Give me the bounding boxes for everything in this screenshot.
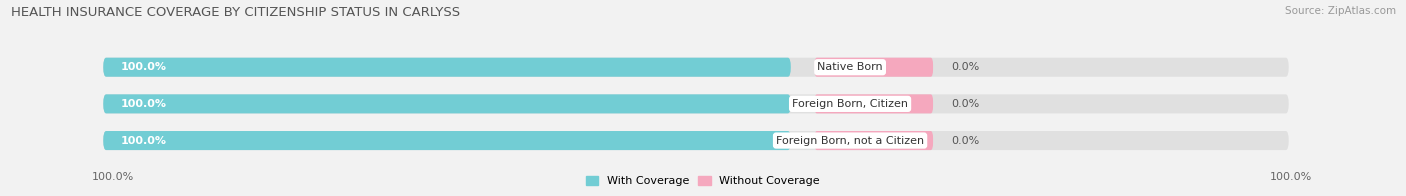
Text: 0.0%: 0.0%: [950, 62, 979, 72]
Text: 100.0%: 100.0%: [121, 136, 167, 146]
Text: 100.0%: 100.0%: [121, 99, 167, 109]
FancyBboxPatch shape: [814, 58, 934, 77]
FancyBboxPatch shape: [103, 58, 1289, 77]
FancyBboxPatch shape: [103, 58, 790, 77]
Text: Native Born: Native Born: [817, 62, 883, 72]
Text: Source: ZipAtlas.com: Source: ZipAtlas.com: [1285, 6, 1396, 16]
FancyBboxPatch shape: [103, 131, 790, 150]
FancyBboxPatch shape: [814, 131, 934, 150]
Text: 100.0%: 100.0%: [91, 172, 134, 182]
FancyBboxPatch shape: [103, 94, 1289, 113]
Text: Foreign Born, not a Citizen: Foreign Born, not a Citizen: [776, 136, 924, 146]
Text: HEALTH INSURANCE COVERAGE BY CITIZENSHIP STATUS IN CARLYSS: HEALTH INSURANCE COVERAGE BY CITIZENSHIP…: [11, 6, 460, 19]
Text: Foreign Born, Citizen: Foreign Born, Citizen: [792, 99, 908, 109]
FancyBboxPatch shape: [814, 94, 934, 113]
FancyBboxPatch shape: [103, 131, 1289, 150]
Legend: With Coverage, Without Coverage: With Coverage, Without Coverage: [582, 171, 824, 191]
Text: 0.0%: 0.0%: [950, 99, 979, 109]
Text: 100.0%: 100.0%: [1270, 172, 1312, 182]
Text: 100.0%: 100.0%: [121, 62, 167, 72]
FancyBboxPatch shape: [103, 94, 790, 113]
Text: 0.0%: 0.0%: [950, 136, 979, 146]
